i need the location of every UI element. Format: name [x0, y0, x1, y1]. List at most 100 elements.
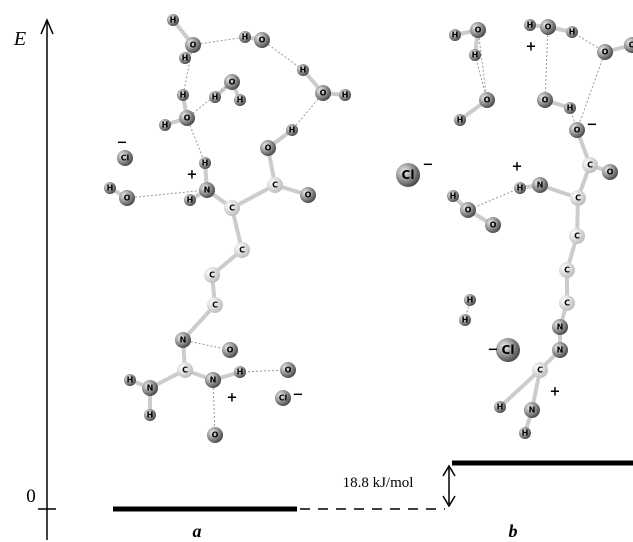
structure-label: b: [509, 521, 518, 541]
atom-label: N: [537, 181, 544, 190]
atom-label: O: [475, 26, 482, 35]
atom-label: C: [209, 271, 215, 280]
atom-label: H: [342, 91, 349, 100]
atom-label: N: [529, 406, 536, 415]
atom: [204, 267, 220, 283]
atom: [297, 64, 309, 76]
atom: [485, 217, 501, 233]
atom: [454, 114, 466, 126]
atom-label: C: [537, 366, 543, 375]
axis-label: E: [13, 28, 26, 50]
atom: [464, 294, 476, 306]
atom-label: O: [229, 78, 236, 87]
atom: [267, 177, 283, 193]
atom: [280, 362, 296, 378]
hydrogen-bond: [477, 29, 488, 101]
atom: [142, 380, 158, 396]
atom: [179, 52, 191, 64]
atom-label: C: [575, 194, 581, 203]
atom: [234, 94, 246, 106]
structure-label: a: [193, 521, 202, 541]
atom-label: H: [187, 196, 194, 205]
hydrogen-bond: [182, 44, 194, 96]
charge: +: [550, 385, 561, 400]
atom-label: O: [545, 23, 552, 32]
atom-label: H: [497, 403, 504, 412]
charge: +: [187, 168, 198, 183]
atom: [494, 401, 506, 413]
atom: [300, 187, 316, 203]
atom-label: H: [467, 296, 474, 305]
atom-label: O: [484, 96, 491, 105]
atom: [179, 110, 195, 126]
atom: [496, 338, 520, 362]
hydrogen-bond: [239, 369, 289, 373]
atom-label: H: [170, 16, 177, 25]
atom-label: H: [162, 121, 169, 130]
zero-label: 0: [26, 486, 36, 507]
atom-label: H: [462, 316, 469, 325]
atom-label: C: [564, 299, 570, 308]
atom-label: C: [212, 301, 218, 310]
hydrogen-bond: [182, 339, 231, 351]
atom: [315, 85, 331, 101]
atom: [207, 427, 223, 443]
atom-label: H: [300, 66, 307, 75]
atom: [570, 190, 586, 206]
atom-label: O: [607, 168, 614, 177]
energy-gap: 18.8 kJ/mol: [343, 475, 414, 491]
atom-label: O: [574, 126, 581, 135]
atom-label: O: [259, 36, 266, 45]
atom: [552, 342, 568, 358]
atom: [532, 177, 548, 193]
atom: [234, 242, 250, 258]
atom-label: H: [522, 429, 529, 438]
atom-label: O: [602, 48, 609, 57]
atom-label: C: [587, 161, 593, 170]
atom: [222, 342, 238, 358]
atom: [514, 182, 526, 194]
atom: [275, 390, 291, 406]
atom: [537, 92, 553, 108]
atom: [524, 402, 540, 418]
atom-label: O: [490, 221, 497, 230]
atom-label: O: [124, 194, 131, 203]
atom: [519, 427, 531, 439]
atom: [104, 182, 116, 194]
gap-arrowheads: [442, 464, 456, 508]
atom-label: H: [180, 91, 187, 100]
atom-label: H: [182, 54, 189, 63]
atom-label: O: [227, 346, 234, 355]
atom-label: N: [180, 336, 187, 345]
atom-label: H: [472, 51, 479, 60]
hydrogen-bond: [186, 81, 233, 119]
atom: [569, 122, 585, 138]
atom: [566, 26, 578, 38]
atom: [224, 74, 240, 90]
atom-label: C: [182, 366, 188, 375]
atom-label: H: [212, 93, 219, 102]
atom-label: O: [320, 89, 327, 98]
atom-label: H: [452, 31, 459, 40]
atom: [447, 190, 459, 202]
atom: [207, 297, 223, 313]
atom: [254, 32, 270, 48]
atom: [524, 19, 536, 31]
atom: [339, 89, 351, 101]
atom: [167, 14, 179, 26]
hydrogen-bond: [544, 26, 549, 101]
atom: [205, 372, 221, 388]
atom-label: H: [527, 21, 534, 30]
charge: +: [512, 160, 523, 175]
hydrogen-bond: [291, 92, 324, 131]
atom: [185, 37, 201, 53]
atom: [239, 31, 251, 43]
atom-label: C: [229, 204, 235, 213]
atom: [470, 22, 486, 38]
atom: [597, 44, 613, 60]
atom-label: O: [465, 206, 472, 215]
hydrogen-bond: [186, 117, 206, 164]
atom: [559, 295, 575, 311]
atom: [184, 194, 196, 206]
